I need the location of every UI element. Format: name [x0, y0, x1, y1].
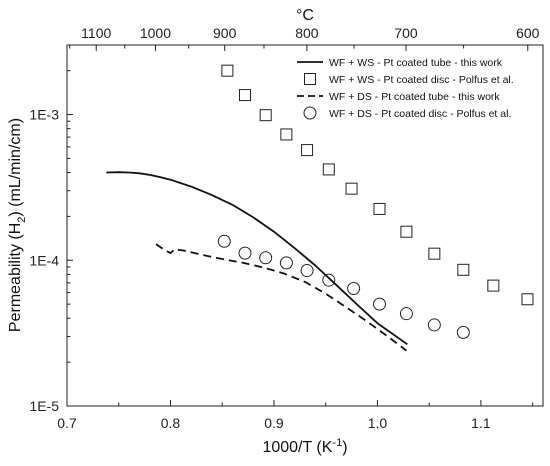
square-marker [400, 225, 413, 238]
square-marker [280, 128, 293, 141]
square-marker [301, 144, 314, 157]
top-tick-label: 1100 [81, 25, 111, 41]
circle-marker [373, 297, 387, 311]
series-line-0 [106, 171, 408, 346]
y-tick-label: 1E-5 [29, 398, 59, 414]
legend-label: WF + WS - Pt coated tube - this work [329, 57, 503, 69]
square-marker [345, 182, 358, 195]
square-marker [373, 202, 386, 215]
circle-marker [217, 234, 231, 248]
legend-symbol-square [304, 73, 316, 85]
square-marker [487, 279, 500, 292]
x-axis-title-end: ) [342, 439, 347, 456]
series-line-2 [155, 243, 407, 352]
legend: WF + WS - Pt coated tube - this work WF +… [297, 57, 514, 120]
y-axis-title-main: Permeability (H [7, 223, 24, 332]
circle-marker [456, 325, 470, 339]
y-axis-title: Permeability (H2) (mL/min/cm) [7, 118, 28, 332]
x-axis-title: 1000/T (K-1) [262, 437, 347, 456]
y-tick-label: 1E-3 [29, 107, 59, 123]
y-axis-title-end: ) (mL/min/cm) [7, 118, 24, 217]
square-marker [457, 263, 470, 276]
square-marker [521, 293, 534, 306]
circle-marker [279, 256, 293, 270]
top-tick-label: 1000 [140, 25, 171, 41]
data-series [106, 64, 534, 352]
square-marker [428, 247, 441, 260]
circle-marker [322, 273, 336, 287]
y-tick-label: 1E-4 [29, 252, 59, 268]
circle-marker [300, 264, 314, 278]
plot-frame [66, 44, 544, 407]
x-tick-label: 0.8 [161, 415, 181, 431]
axes-ticks: 0.7 0.8 0.9 1.0 1.1 1E-5 1E-4 1E-3 1100 1000 900 80… [29, 25, 539, 431]
square-marker [259, 109, 272, 122]
x-tick-label: 0.9 [264, 415, 284, 431]
circle-marker [259, 251, 273, 265]
circle-marker [347, 282, 361, 296]
x-tick-label: 1.0 [368, 415, 388, 431]
top-tick-label: 800 [295, 25, 319, 41]
top-tick-label: 900 [213, 25, 237, 41]
square-marker [238, 89, 251, 102]
legend-label: WF + WS - Pt coated disc - Polfus et al. [329, 74, 514, 86]
top-tick-label: 600 [516, 25, 540, 41]
circle-marker [238, 246, 252, 260]
x-tick-label: 1.1 [471, 415, 491, 431]
circle-marker [427, 318, 441, 332]
legend-label: WF + DS - Pt coated tube - this work [329, 91, 500, 103]
square-marker [322, 163, 335, 176]
legend-label: WF + DS - Pt coated disc - Polfus et al. [329, 108, 511, 120]
square-marker [221, 64, 234, 77]
plot-area [66, 44, 544, 407]
circle-marker [399, 307, 413, 321]
top-axis-title: °C [296, 7, 314, 24]
x-tick-label: 0.7 [57, 415, 77, 431]
x-axis-title-sup: -1 [332, 437, 342, 449]
y-axis-title-sub: 2 [16, 217, 28, 223]
x-axis-title-main: 1000/T (K [262, 439, 332, 456]
legend-symbol-circle [303, 106, 317, 120]
top-tick-label: 700 [394, 25, 418, 41]
